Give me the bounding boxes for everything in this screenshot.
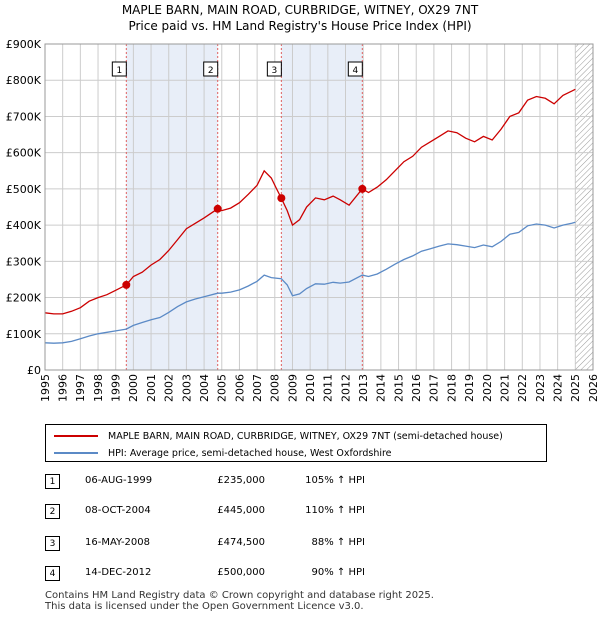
y-tick-label: £700K (6, 110, 42, 123)
hpi-line (44, 221, 576, 344)
x-tick-label: 1997 (74, 374, 87, 402)
sale-number-badge: 1 (45, 474, 60, 489)
x-tick-label: 2014 (375, 374, 388, 402)
sale-marker-box (266, 61, 282, 77)
sale-marker-label: 4 (352, 66, 358, 76)
y-tick-label: £100K (6, 328, 42, 341)
forecast-hatch (575, 44, 593, 370)
x-tick-label: 2025 (569, 374, 582, 402)
legend-hpi-label: HPI: Average price, semi-detached house,… (108, 447, 392, 459)
legend-hpi-swatch (54, 452, 98, 454)
sale-row: 3 16-MAY-2008 £474,500 88% ↑ HPI (45, 536, 565, 554)
x-tick-label: 2022 (516, 374, 529, 402)
y-tick-label: £800K (6, 74, 42, 87)
x-tick-label: 2019 (463, 374, 476, 402)
sale-marker-box (111, 61, 127, 77)
sale-price: £474,500 (217, 537, 265, 548)
x-tick-label: 2009 (286, 374, 299, 402)
y-tick-label: £200K (6, 292, 42, 305)
legend-hpi: HPI: Average price, semi-detached house,… (54, 445, 392, 461)
sale-number-badge: 2 (45, 504, 60, 519)
x-tick-label: 1999 (110, 374, 123, 402)
x-tick-label: 1998 (92, 374, 105, 402)
legend-property-swatch (54, 435, 98, 437)
sale-hpi-change: 88% ↑ HPI (311, 537, 365, 548)
sale-hpi-change: 105% ↑ HPI (305, 475, 365, 486)
sale-marker-label: 2 (208, 66, 214, 76)
x-tick-label: 2017 (428, 374, 441, 402)
x-tick-label: 2024 (551, 374, 564, 402)
footer-copyright: Contains HM Land Registry data © Crown c… (45, 590, 434, 601)
sale-row: 1 06-AUG-1999 £235,000 105% ↑ HPI (45, 474, 565, 492)
legend-property: MAPLE BARN, MAIN ROAD, CURBRIDGE, WITNEY… (54, 428, 503, 444)
sale-point (358, 184, 367, 193)
x-tick-label: 2010 (304, 374, 317, 402)
y-tick-label: £0 (27, 364, 41, 377)
sale-date: 06-AUG-1999 (85, 475, 153, 486)
x-tick-label: 2012 (339, 374, 352, 402)
sale-marker-box (347, 61, 363, 77)
x-tick-label: 2007 (251, 374, 264, 402)
sale-row: 4 14-DEC-2012 £500,000 90% ↑ HPI (45, 566, 565, 584)
x-tick-label: 2004 (198, 374, 211, 402)
sale-point (213, 204, 222, 213)
sale-row: 2 08-OCT-2004 £445,000 110% ↑ HPI (45, 504, 565, 522)
chart-title-line1: MAPLE BARN, MAIN ROAD, CURBRIDGE, WITNEY… (121, 3, 479, 17)
y-tick-label: £600K (6, 147, 42, 160)
sale-point (122, 280, 131, 289)
sale-number-badge: 4 (45, 566, 60, 581)
x-tick-label: 2008 (269, 374, 282, 402)
x-tick-label: 2026 (587, 374, 600, 402)
y-tick-label: £900K (6, 38, 42, 51)
shaded-period (281, 44, 363, 370)
sale-date: 08-OCT-2004 (85, 505, 151, 516)
x-tick-label: 1995 (39, 374, 52, 402)
sale-date: 14-DEC-2012 (85, 567, 152, 578)
x-tick-label: 2016 (410, 374, 423, 402)
x-tick-label: 2023 (534, 374, 547, 402)
y-tick-label: £500K (6, 183, 42, 196)
property-price-line (44, 88, 576, 315)
x-tick-label: 2020 (481, 374, 494, 402)
x-tick-label: 2015 (392, 374, 405, 402)
x-tick-label: 2013 (357, 374, 370, 402)
footer: Contains HM Land Registry data © Crown c… (45, 590, 434, 612)
x-tick-label: 2006 (233, 374, 246, 402)
sale-date: 16-MAY-2008 (85, 537, 151, 548)
x-tick-label: 2001 (145, 374, 158, 402)
plot-border (44, 43, 594, 371)
sale-price: £445,000 (217, 505, 265, 516)
sale-hpi-change: 110% ↑ HPI (305, 505, 365, 516)
x-tick-label: 2005 (216, 374, 229, 402)
footer-licence: This data is licensed under the Open Gov… (45, 601, 364, 612)
sale-price: £235,000 (217, 475, 265, 486)
y-tick-label: £400K (6, 219, 42, 232)
sale-marker-box (203, 61, 219, 77)
sale-marker-label: 3 (271, 66, 277, 76)
x-tick-label: 2003 (180, 374, 193, 402)
x-tick-label: 2011 (322, 374, 335, 402)
chart-legend: MAPLE BARN, MAIN ROAD, CURBRIDGE, WITNEY… (45, 424, 547, 462)
y-tick-label: £300K (6, 255, 42, 268)
price-chart: 1 2 3 4 £0 £100K £200K £300K £400K £500K £600K £70… (6, 38, 600, 402)
sale-price: £500,000 (217, 567, 265, 578)
x-tick-label: 2018 (445, 374, 458, 402)
sale-point (277, 194, 286, 203)
x-tick-label: 1996 (57, 374, 70, 402)
legend-property-label: MAPLE BARN, MAIN ROAD, CURBRIDGE, WITNEY… (108, 430, 503, 442)
chart-title-line2: Price paid vs. HM Land Registry's House … (128, 19, 472, 33)
x-tick-label: 2002 (163, 374, 176, 402)
sale-marker-label: 1 (116, 66, 122, 76)
sale-number-badge: 3 (45, 536, 60, 551)
sale-hpi-change: 90% ↑ HPI (311, 567, 365, 578)
x-tick-label: 2000 (127, 374, 140, 402)
x-tick-label: 2021 (498, 374, 511, 402)
shaded-period (126, 44, 218, 370)
